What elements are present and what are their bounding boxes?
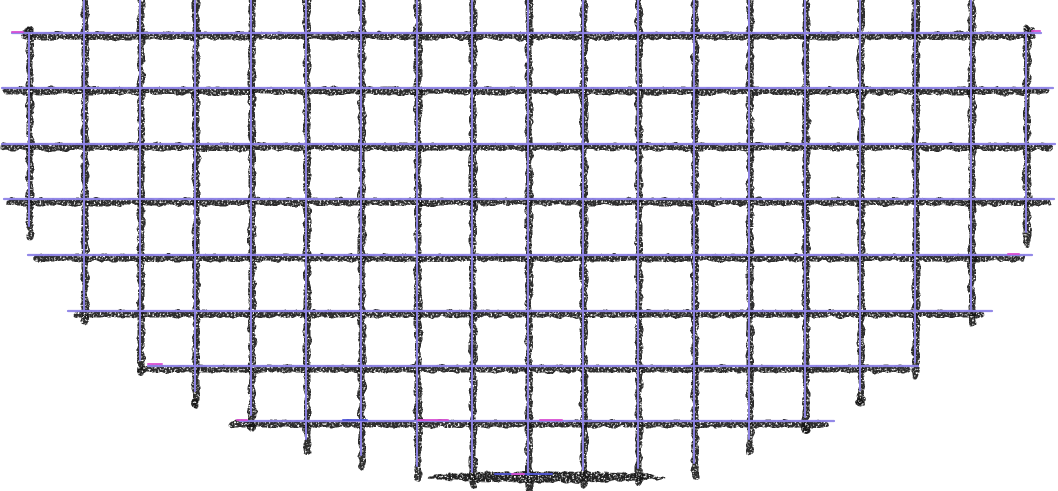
stroke-end-blob — [856, 398, 864, 406]
stroke-end-blob — [191, 399, 199, 407]
accent-layer — [11, 30, 1041, 475]
stroke-end-blob — [247, 422, 255, 430]
bottom-thick-stroke — [427, 471, 665, 483]
guide-layer — [0, 0, 1057, 476]
stroke-end-blob — [801, 425, 809, 433]
